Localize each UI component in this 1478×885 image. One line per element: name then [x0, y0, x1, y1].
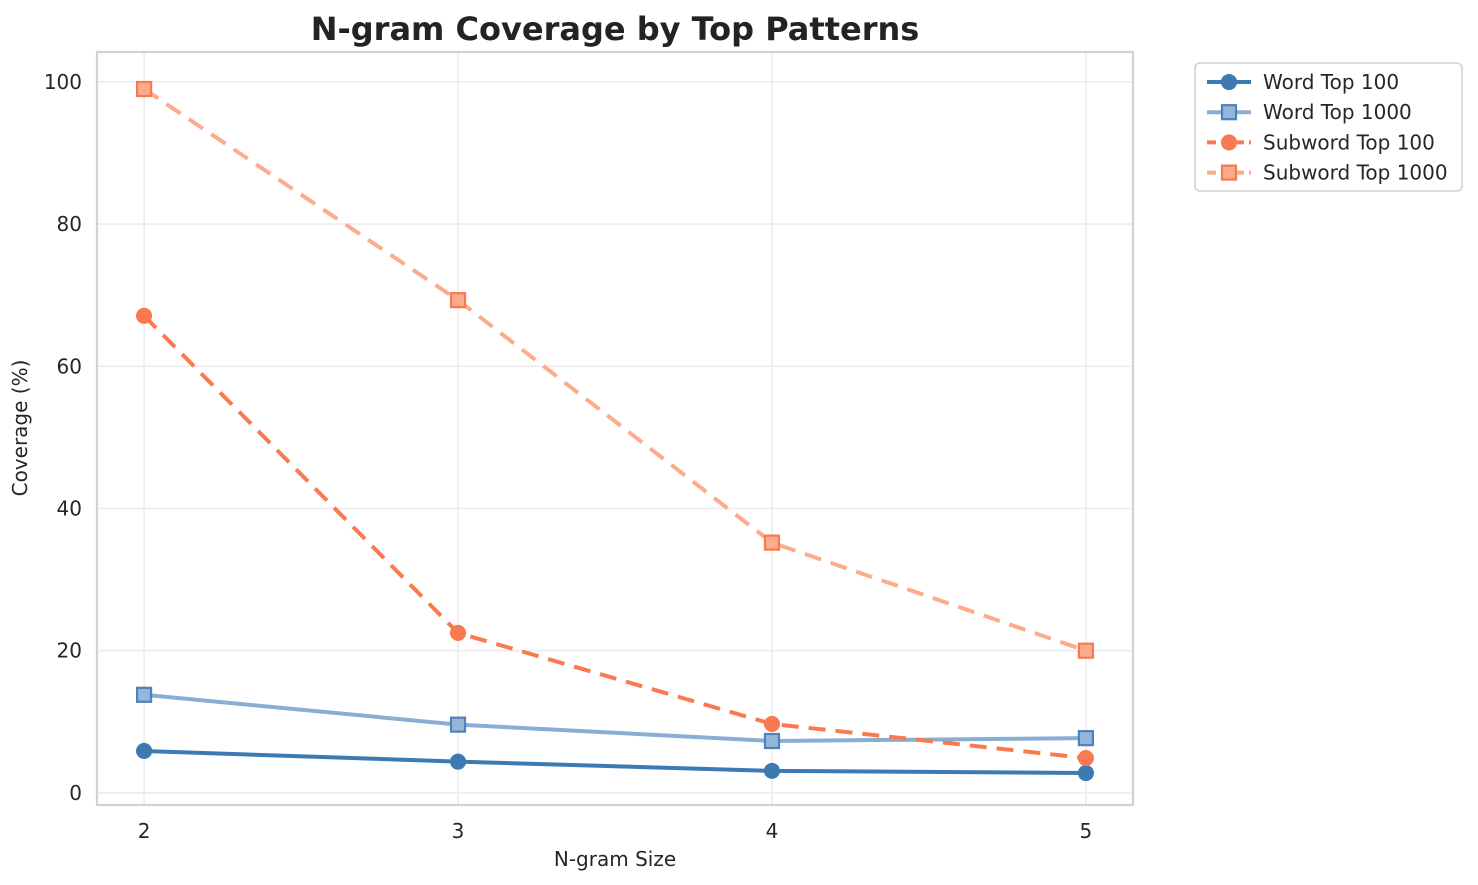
y-tick-label: 20 — [57, 639, 82, 663]
data-point-word-top-100 — [136, 742, 153, 760]
series-word-top-100 — [136, 742, 1094, 782]
data-point-subword-top-100 — [136, 307, 153, 324]
x-tick-label: 2 — [138, 819, 151, 843]
legend-label: Subword Top 1000 — [1263, 161, 1448, 185]
series-subword-top-1000 — [135, 80, 1095, 659]
data-point-subword-top-1000 — [449, 292, 467, 309]
legend-entry-subword-top-100: Subword Top 100 — [1207, 130, 1435, 154]
data-point-subword-top-1000 — [1077, 642, 1095, 659]
y-tick-label: 40 — [57, 496, 82, 520]
legend-sample-marker — [1220, 104, 1238, 121]
legend-label: Word Top 100 — [1263, 70, 1399, 94]
data-point-subword-top-100 — [763, 715, 781, 732]
legend-label: Subword Top 100 — [1263, 130, 1435, 154]
plot-border — [95, 50, 1135, 807]
plot-spines — [95, 50, 1135, 807]
series-layer — [135, 80, 1095, 782]
legend-entry-word-top-100: Word Top 100 — [1207, 70, 1399, 94]
data-point-word-top-100 — [763, 762, 781, 779]
data-point-word-top-1000 — [135, 686, 153, 703]
legend-box — [1194, 62, 1463, 192]
data-point-word-top-100 — [449, 753, 467, 770]
data-point-word-top-1000 — [1077, 730, 1095, 747]
y-tick-label: 0 — [69, 781, 82, 805]
y-tick-label: 60 — [57, 354, 82, 378]
legend-entry-subword-top-1000: Subword Top 1000 — [1207, 161, 1448, 185]
data-point-subword-top-100 — [449, 624, 467, 641]
series-line-subword-top-1000 — [142, 87, 1087, 653]
x-tick-label: 5 — [1080, 819, 1093, 843]
legend-sample-marker — [1220, 73, 1238, 91]
series-word-top-1000 — [135, 686, 1095, 750]
series-subword-top-100 — [136, 307, 1094, 767]
tick-labels-layer: 2 3 4 5 0 20 40 60 80 100 — [44, 70, 1092, 843]
data-point-word-top-1000 — [449, 716, 467, 733]
y-tick-label: 80 — [57, 212, 82, 236]
series-line-subword-top-100 — [142, 314, 1087, 761]
data-point-word-top-100 — [1077, 764, 1094, 782]
grid-layer — [97, 52, 1133, 805]
data-point-word-top-1000 — [763, 732, 781, 750]
x-tick-label: 4 — [766, 819, 779, 843]
x-tick-label: 3 — [452, 819, 465, 843]
legend-label: Word Top 1000 — [1263, 100, 1412, 124]
series-line-word-top-1000 — [143, 692, 1086, 744]
y-tick-label: 100 — [44, 70, 82, 94]
chart-title: N-gram Coverage by Top Patterns — [311, 10, 920, 48]
legend-sample-marker — [1220, 164, 1238, 181]
x-axis-label: N-gram Size — [554, 847, 676, 871]
legend-entry-word-top-1000: Word Top 1000 — [1207, 100, 1412, 124]
data-point-subword-top-1000 — [763, 534, 781, 551]
data-point-subword-top-100 — [1077, 750, 1094, 767]
legend-sample-marker — [1220, 134, 1238, 151]
legend: Word Top 100 Word Top 1000 Subword Top 100… — [1194, 62, 1463, 192]
data-point-subword-top-1000 — [135, 80, 153, 98]
series-line-word-top-100 — [144, 748, 1086, 776]
y-axis-label: Coverage (%) — [8, 360, 32, 497]
